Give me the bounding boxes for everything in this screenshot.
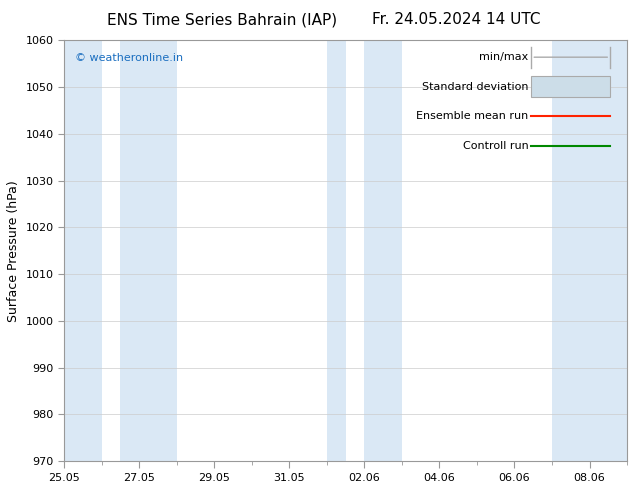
Text: Fr. 24.05.2024 14 UTC: Fr. 24.05.2024 14 UTC [372,12,541,27]
Text: © weatheronline.in: © weatheronline.in [75,53,183,63]
Bar [531,76,610,97]
Text: Ensemble mean run: Ensemble mean run [417,111,529,121]
Bar [552,40,627,461]
Bar [327,40,346,461]
Bar [365,40,402,461]
Y-axis label: Surface Pressure (hPa): Surface Pressure (hPa) [7,180,20,321]
Text: Controll run: Controll run [463,141,529,150]
Bar [64,40,101,461]
Bar [120,40,177,461]
Text: Standard deviation: Standard deviation [422,82,529,92]
Text: min/max: min/max [479,52,529,62]
Text: ENS Time Series Bahrain (IAP): ENS Time Series Bahrain (IAP) [107,12,337,27]
